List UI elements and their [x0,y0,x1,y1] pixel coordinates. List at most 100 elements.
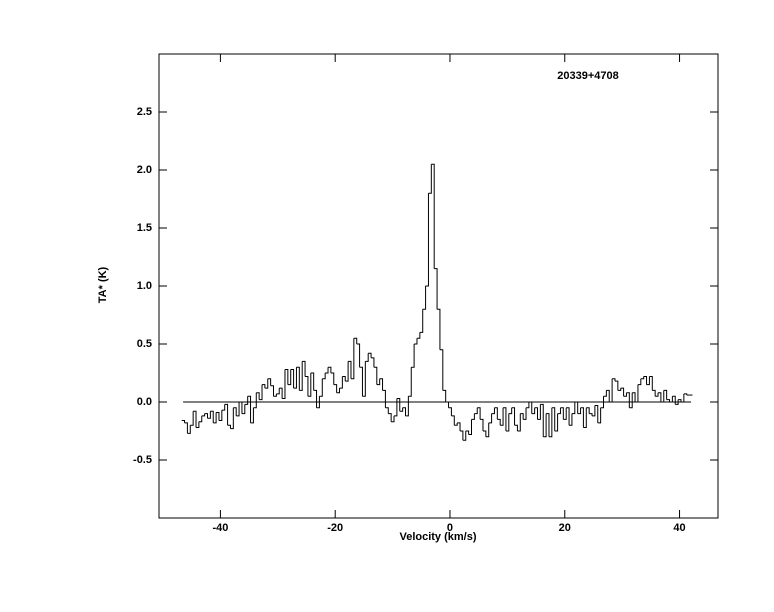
spectrum-step [290,369,295,389]
chart-title: 20339+4708 [557,70,618,82]
spectrum-step [371,357,375,368]
spectrum-step [348,360,352,379]
y-tick-label: -0.5 [133,454,152,466]
spectrum-step [680,393,685,403]
spectrum-step [233,407,237,416]
spectrum-step [359,366,363,397]
spectrum-step [434,268,438,310]
spectrum-step [675,399,679,405]
spectrum-step [592,405,596,417]
spectrum-step [649,375,653,391]
spectrum-step [523,407,527,420]
spectrum-step [399,407,404,412]
spectrum-step [353,337,358,344]
spectrum-step [396,398,401,412]
spectrum-step [262,384,266,389]
spectrum-step [569,413,573,426]
spectrum-step [267,378,272,386]
x-axis-label: Velocity (km/s) [399,531,476,543]
spectrum-step [468,419,473,435]
spectrum-step [548,407,553,438]
spectrum-step [302,360,306,377]
spectrum-step [554,413,559,432]
spectrum-step [437,308,441,350]
spectrum-step [635,384,639,403]
spectrum-step [342,375,346,382]
spectrum-step [218,410,223,422]
spectrum-step [669,396,673,403]
spectrum-step [500,407,504,426]
spectrum-step [457,422,461,431]
spectrum-step [256,392,260,400]
spectrum-step [373,366,378,385]
spectrum-step [557,407,561,415]
spectrum-step [425,193,429,287]
spectrum-step [511,407,516,426]
spectrum-step [580,407,584,428]
spectrum-step [491,407,495,415]
spectrum-step [597,407,602,424]
spectrum-step [454,422,458,426]
spectrum-step [586,407,590,414]
spectrum-step [310,372,315,391]
spectrum-step [236,402,240,417]
spectrum-step [221,404,226,411]
spectrum-step [244,396,249,405]
spectrum-step [330,372,335,385]
spectrum-step [365,353,369,362]
spectrum-step [293,367,297,389]
spectrum-step [259,384,263,401]
spectrum-step [313,389,318,408]
spectrum-step [227,424,231,429]
spectrum-step [571,402,576,415]
spectrum-step [658,392,662,402]
spectrum-step [448,407,452,416]
spectrum-step [480,418,484,431]
spectrum-step [551,407,556,431]
spectrum-step [282,369,286,400]
spectrum-step [672,395,676,405]
y-tick-label: 1.0 [137,280,152,292]
x-tick-label: 40 [673,522,685,534]
spectrum-step [606,389,610,402]
spectrum-step [356,343,361,368]
spectrum-step [333,384,338,393]
spectrum-step [273,393,277,397]
spectrum-step [428,164,432,194]
spectrum-step [629,392,633,409]
spectrum-step [603,390,607,397]
spectrum-step [566,407,570,426]
spectrum-step [652,389,656,397]
y-tick-label: 2.0 [137,164,152,176]
spectrum-step [451,415,455,426]
spectrum-step [307,373,312,397]
spectrum-step [201,413,206,417]
spectrum-step [577,407,582,415]
spectrum-step [279,387,283,399]
spectrum-step [299,361,303,391]
spectrum-step [210,410,214,423]
spectrum-step [600,396,605,409]
spectrum-step [382,389,386,408]
spectrum-step [534,407,539,420]
spectrum-step [270,385,274,397]
x-tick-label: 20 [559,522,571,534]
spectrum-step [287,369,292,386]
spectrum-step [391,415,395,423]
spectrum-step [471,413,475,420]
spectrum-step [198,415,203,423]
spectrum-step [623,392,627,397]
spectrum-step [637,378,642,386]
spectrum-step [345,361,349,382]
spectrum-step [239,401,243,414]
spectrum-step [485,422,490,438]
spectrum-step [560,407,564,420]
spectrum-step [655,392,659,397]
spectrum-step [626,392,630,408]
spectrum-step [284,369,289,385]
y-tick-label: 0.0 [137,396,152,408]
spectrum-step [368,352,372,358]
spectrum-step [241,404,246,415]
spectrum-step [253,392,257,409]
spectrum-step [264,378,269,389]
